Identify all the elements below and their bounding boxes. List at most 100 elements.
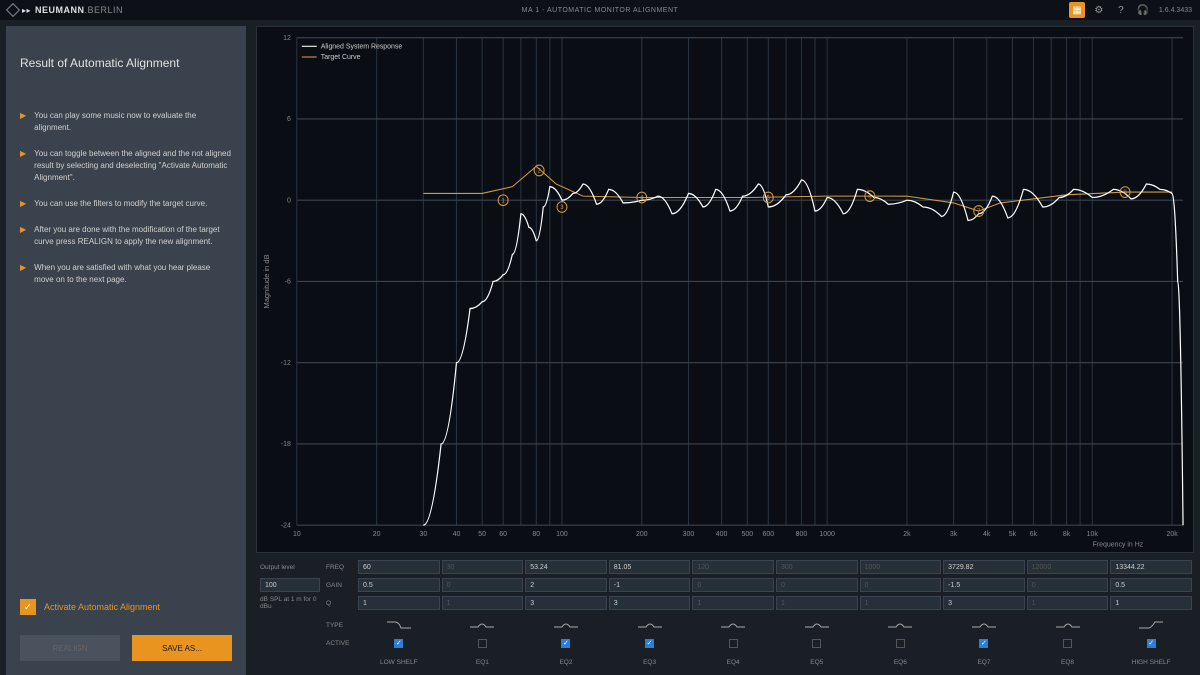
arrow-icon: ▶ <box>20 224 26 248</box>
tip-text: When you are satisfied with what you hea… <box>34 262 232 286</box>
q-input-9[interactable]: 1 <box>1110 596 1192 610</box>
svg-text:6: 6 <box>287 114 291 123</box>
svg-text:-6: -6 <box>285 276 291 285</box>
type-icon-3[interactable] <box>609 618 691 632</box>
arrow-icon: ▶ <box>20 148 26 184</box>
realign-button[interactable]: REALIGN <box>20 635 120 661</box>
tip-text: You can play some music now to evaluate … <box>34 110 232 134</box>
svg-text:20: 20 <box>373 529 381 538</box>
activate-checkbox[interactable]: ✓ <box>20 599 36 615</box>
active-checkbox-6[interactable] <box>860 636 942 650</box>
svg-text:300: 300 <box>683 529 695 538</box>
activate-row: ✓ Activate Automatic Alignment <box>20 599 232 615</box>
svg-text:Magnitude in dB: Magnitude in dB <box>262 254 271 308</box>
freq-input-8: 12000 <box>1027 560 1109 574</box>
svg-text:5: 5 <box>767 194 771 201</box>
svg-text:50: 50 <box>478 529 486 538</box>
svg-text:200: 200 <box>636 529 648 538</box>
type-icon-8[interactable] <box>1027 618 1109 632</box>
svg-text:60: 60 <box>499 529 507 538</box>
output-level-input[interactable]: 100 <box>260 578 320 592</box>
band-label-1: EQ1 <box>442 655 524 669</box>
svg-text:800: 800 <box>796 529 808 538</box>
freq-input-9[interactable]: 13344.22 <box>1110 560 1192 574</box>
support-icon[interactable]: 🎧 <box>1135 2 1151 18</box>
brand-logo: ▸▸ NEUMANN.BERLIN <box>8 5 123 15</box>
freq-input-7[interactable]: 3729.82 <box>943 560 1025 574</box>
svg-text:4: 4 <box>640 194 644 201</box>
arrow-icon: ▶ <box>20 198 26 210</box>
tip-item: ▶ When you are satisfied with what you he… <box>20 262 232 286</box>
gain-input-2[interactable]: 2 <box>525 578 607 592</box>
alignment-icon[interactable]: ▦ <box>1069 2 1085 18</box>
help-icon[interactable]: ? <box>1113 2 1129 18</box>
settings-icon[interactable]: ⚙ <box>1091 2 1107 18</box>
active-checkbox-0[interactable]: ✓ <box>358 636 440 650</box>
band-label-7: EQ7 <box>943 655 1025 669</box>
gain-input-8: 0 <box>1027 578 1109 592</box>
band-label-0: LOW SHELF <box>358 655 440 669</box>
svg-text:3k: 3k <box>950 529 958 538</box>
svg-text:30: 30 <box>419 529 427 538</box>
active-checkbox-9[interactable]: ✓ <box>1110 636 1192 650</box>
gain-input-3[interactable]: -1 <box>609 578 691 592</box>
output-note: dB SPL at 1 m for 0 dBu <box>256 596 326 610</box>
type-icon-2[interactable] <box>525 618 607 632</box>
q-input-1: 1 <box>442 596 524 610</box>
svg-text:-12: -12 <box>281 358 291 367</box>
response-chart: 1260-6-12-18-241020304050608010020030040… <box>256 26 1194 553</box>
svg-text:100: 100 <box>556 529 568 538</box>
svg-text:8k: 8k <box>1063 529 1071 538</box>
q-input-7[interactable]: 3 <box>943 596 1025 610</box>
svg-text:10k: 10k <box>1087 529 1099 538</box>
type-icon-9[interactable] <box>1110 618 1192 632</box>
active-checkbox-3[interactable]: ✓ <box>609 636 691 650</box>
active-checkbox-5[interactable] <box>776 636 858 650</box>
active-checkbox-4[interactable] <box>692 636 774 650</box>
type-icon-1[interactable] <box>442 618 524 632</box>
tip-item: ▶ You can play some music now to evaluate… <box>20 110 232 134</box>
type-icon-0[interactable] <box>358 618 440 632</box>
logo-diamond-icon <box>6 3 20 17</box>
svg-text:12: 12 <box>283 33 291 42</box>
active-checkbox-7[interactable]: ✓ <box>943 636 1025 650</box>
svg-text:7: 7 <box>977 208 981 215</box>
active-checkbox-8[interactable] <box>1027 636 1109 650</box>
gain-input-0[interactable]: 0.5 <box>358 578 440 592</box>
q-input-3[interactable]: 3 <box>609 596 691 610</box>
q-input-2[interactable]: 3 <box>525 596 607 610</box>
active-checkbox-1[interactable] <box>442 636 524 650</box>
type-icon-6[interactable] <box>860 618 942 632</box>
q-input-0[interactable]: 1 <box>358 596 440 610</box>
svg-text:600: 600 <box>762 529 774 538</box>
svg-text:1000: 1000 <box>819 529 834 538</box>
freq-input-1: 30 <box>442 560 524 574</box>
app-header: ▸▸ NEUMANN.BERLIN MA 1 - AUTOMATIC MONIT… <box>0 0 1200 20</box>
save-as-button[interactable]: SAVE AS... <box>132 635 232 661</box>
activate-label: Activate Automatic Alignment <box>44 602 160 612</box>
gain-input-9[interactable]: 0.5 <box>1110 578 1192 592</box>
svg-text:3: 3 <box>560 204 564 211</box>
svg-text:0: 0 <box>287 195 291 204</box>
freq-input-2[interactable]: 53.24 <box>525 560 607 574</box>
svg-text:400: 400 <box>716 529 728 538</box>
svg-text:500: 500 <box>741 529 753 538</box>
tip-text: You can toggle between the aligned and t… <box>34 148 232 184</box>
gain-row-label: GAIN <box>326 582 358 589</box>
arrow-icon: ▶ <box>20 262 26 286</box>
type-icon-7[interactable] <box>943 618 1025 632</box>
active-checkbox-2[interactable]: ✓ <box>525 636 607 650</box>
freq-input-3[interactable]: 81.05 <box>609 560 691 574</box>
type-icon-5[interactable] <box>776 618 858 632</box>
band-label-4: EQ4 <box>692 655 774 669</box>
gain-input-7[interactable]: -1.5 <box>943 578 1025 592</box>
arrow-icon: ▶ <box>20 110 26 134</box>
band-label-8: EQ8 <box>1027 655 1109 669</box>
type-icon-4[interactable] <box>692 618 774 632</box>
freq-input-0[interactable]: 60 <box>358 560 440 574</box>
brand-name-light: .BERLIN <box>85 5 124 15</box>
tip-text: After you are done with the modification… <box>34 224 232 248</box>
svg-text:80: 80 <box>532 529 540 538</box>
gain-input-5: 0 <box>776 578 858 592</box>
tip-text: You can use the filters to modify the ta… <box>34 198 207 210</box>
